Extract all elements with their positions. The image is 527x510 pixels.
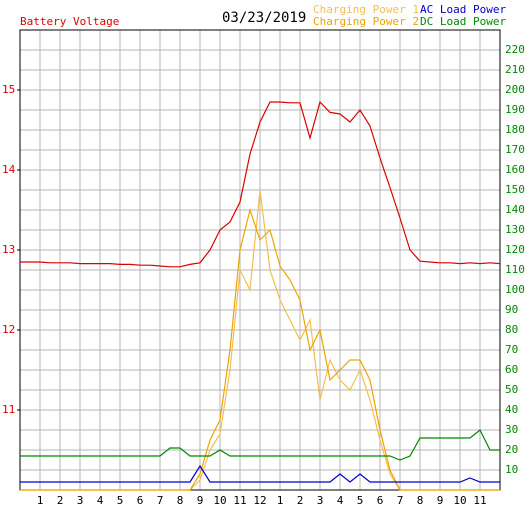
x-tick-label: 2 (57, 494, 64, 507)
x-tick-label: 10 (453, 494, 466, 507)
legend-entry: DC Load Power (420, 15, 506, 28)
y2-tick-label: 190 (505, 103, 525, 116)
y2-tick-label: 140 (505, 203, 525, 216)
plot-frame (19, 29, 501, 491)
y2-tick-label: 40 (505, 403, 518, 416)
y2-tick-label: 220 (505, 43, 525, 56)
legend-entry: Battery Voltage (20, 15, 119, 28)
y2-tick-label: 110 (505, 263, 525, 276)
x-tick-label: 9 (197, 494, 204, 507)
y2-tick-label: 130 (505, 223, 525, 236)
x-tick-label: 9 (437, 494, 444, 507)
x-tick-label: 4 (337, 494, 344, 507)
y2-tick-label: 10 (505, 463, 518, 476)
legend-entry: Charging Power 2 (313, 15, 419, 28)
x-tick-label: 10 (213, 494, 226, 507)
series-line (20, 464, 500, 483)
y2-tick-label: 210 (505, 63, 525, 76)
x-tick-label: 1 (277, 494, 284, 507)
y-tick-label: 13 (2, 243, 15, 256)
y-tick-label: 15 (2, 83, 15, 96)
series-line (20, 429, 500, 461)
y2-tick-label: 60 (505, 363, 518, 376)
y2-tick-label: 180 (505, 123, 525, 136)
y2-tick-label: 50 (505, 383, 518, 396)
x-tick-label: 5 (117, 494, 124, 507)
x-tick-label: 7 (397, 494, 404, 507)
x-tick-label: 12 (253, 494, 266, 507)
x-tick-label: 7 (157, 494, 164, 507)
y2-tick-label: 80 (505, 323, 518, 336)
y2-tick-label: 170 (505, 143, 525, 156)
y-tick-label: 11 (2, 403, 15, 416)
x-tick-label: 6 (137, 494, 144, 507)
chart-date: 03/23/2019 (222, 10, 306, 26)
x-tick-label: 2 (297, 494, 304, 507)
series-line (20, 100, 501, 268)
y2-tick-label: 120 (505, 243, 525, 256)
y2-tick-label: 70 (505, 343, 518, 356)
y-tick-label: 14 (2, 163, 16, 176)
y2-tick-label: 20 (505, 443, 518, 456)
x-tick-label: 11 (233, 494, 246, 507)
y2-tick-label: 200 (505, 83, 525, 96)
x-tick-label: 3 (77, 494, 84, 507)
x-tick-label: 8 (417, 494, 424, 507)
x-tick-label: 1 (37, 494, 44, 507)
x-tick-label: 8 (177, 494, 184, 507)
y2-tick-label: 30 (505, 423, 518, 436)
y2-tick-label: 150 (505, 183, 525, 196)
x-tick-label: 11 (473, 494, 486, 507)
y2-tick-label: 100 (505, 283, 525, 296)
y2-tick-label: 160 (505, 163, 525, 176)
y-tick-label: 12 (2, 323, 15, 336)
x-tick-label: 4 (97, 494, 104, 507)
x-tick-label: 5 (357, 494, 364, 507)
series-line (20, 207, 500, 491)
legend-entry: AC Load Power (420, 3, 506, 16)
legend-entry: Charging Power 1 (313, 3, 419, 16)
y2-tick-label: 90 (505, 303, 518, 316)
x-tick-label: 3 (317, 494, 324, 507)
x-tick-label: 6 (377, 494, 384, 507)
